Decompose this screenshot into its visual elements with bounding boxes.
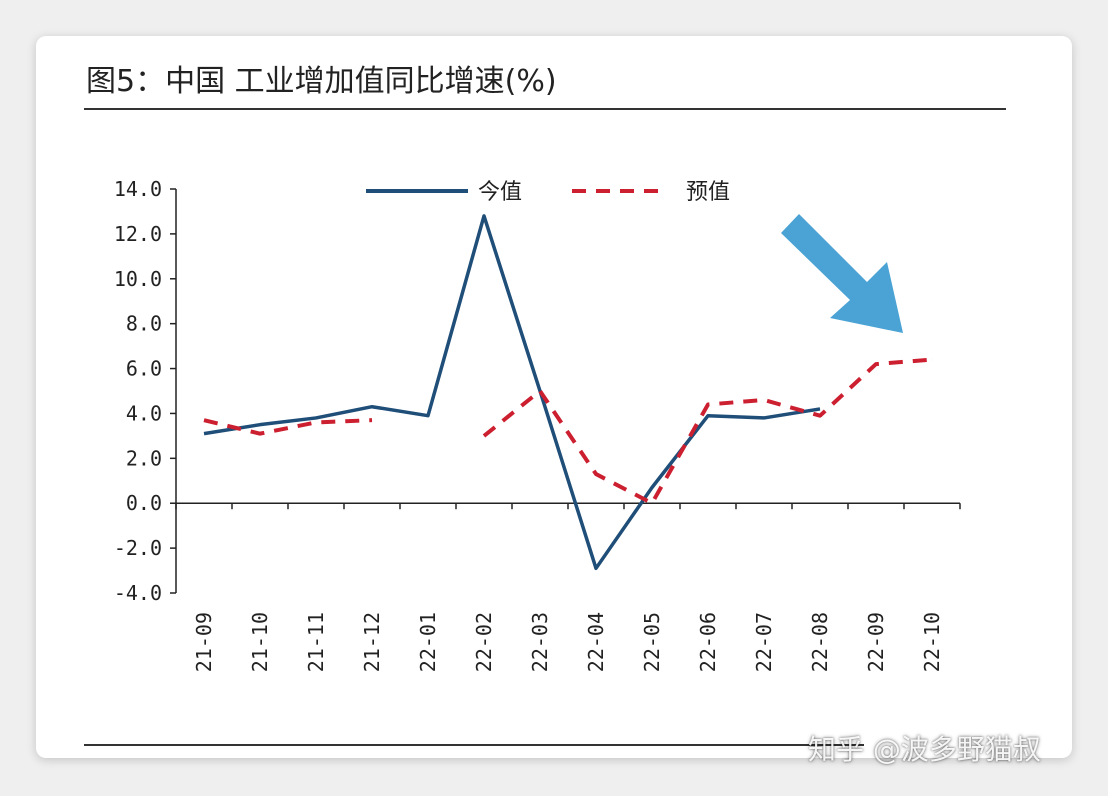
x-tick-label: 21-12 — [360, 612, 384, 672]
data-point-1 — [819, 414, 822, 417]
data-point-1 — [539, 390, 542, 393]
data-point-1 — [203, 419, 206, 422]
x-tick-label: 22-08 — [808, 612, 832, 672]
data-point-0 — [259, 423, 262, 426]
data-point-1 — [651, 502, 654, 505]
data-point-0 — [651, 486, 654, 489]
x-tick-label: 22-03 — [528, 612, 552, 672]
x-tick-label: 22-04 — [584, 612, 608, 672]
data-point-1 — [707, 403, 710, 406]
bottom-divider — [84, 744, 864, 746]
y-tick-label: -2.0 — [114, 536, 162, 560]
annotation-arrow — [781, 214, 903, 333]
data-point-1 — [875, 363, 878, 366]
legend-label-0: 今值 — [478, 180, 522, 205]
data-point-0 — [315, 416, 318, 419]
series-line-1 — [482, 357, 933, 506]
x-tick-label: 22-01 — [416, 612, 440, 672]
chart-card — [36, 36, 1072, 758]
data-point-1 — [763, 398, 766, 401]
data-point-0 — [763, 416, 766, 419]
data-point-1 — [483, 434, 486, 437]
x-tick-label: 22-06 — [696, 612, 720, 672]
watermark: 知乎 @波多野猫叔 — [808, 733, 1041, 766]
y-tick-label: 4.0 — [126, 401, 162, 425]
x-tick-label: 22-02 — [472, 612, 496, 672]
x-tick-label: 22-09 — [864, 612, 888, 672]
y-tick-label: 10.0 — [114, 267, 162, 291]
data-point-0 — [819, 407, 822, 410]
y-tick-label: 12.0 — [114, 222, 162, 246]
title-divider — [84, 108, 1006, 110]
y-tick-label: 14.0 — [114, 177, 162, 201]
y-tick-label: -4.0 — [114, 581, 162, 605]
data-point-1 — [371, 419, 374, 422]
data-point-1 — [595, 473, 598, 476]
x-tick-label: 22-10 — [920, 612, 944, 672]
series-line-1 — [203, 418, 373, 436]
y-tick-label: 2.0 — [126, 446, 162, 470]
y-tick-label: 8.0 — [126, 312, 162, 336]
x-tick-label: 22-05 — [640, 612, 664, 672]
x-tick-label: 21-11 — [304, 612, 328, 672]
y-tick-label: 6.0 — [126, 357, 162, 381]
chart-title: 图5：中国 工业增加值同比增速(%) — [86, 64, 557, 99]
x-tick-label: 21-09 — [192, 612, 216, 672]
data-point-0 — [427, 414, 430, 417]
data-point-0 — [483, 214, 486, 217]
data-point-1 — [259, 432, 262, 435]
x-tick-label: 22-07 — [752, 612, 776, 672]
y-tick-label: 0.0 — [126, 491, 162, 515]
data-point-0 — [203, 432, 206, 435]
data-point-0 — [595, 567, 598, 570]
data-point-1 — [315, 421, 318, 424]
series-line-0 — [203, 214, 821, 571]
data-point-0 — [371, 405, 374, 408]
data-point-1 — [931, 358, 934, 361]
x-tick-label: 21-10 — [248, 612, 272, 672]
data-point-0 — [707, 414, 710, 417]
legend-label-1: 预值 — [686, 180, 730, 205]
